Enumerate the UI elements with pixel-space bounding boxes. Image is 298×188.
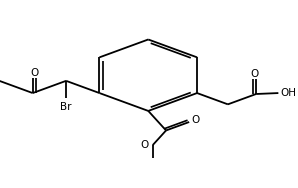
Text: O: O bbox=[251, 69, 259, 79]
Text: Br: Br bbox=[60, 102, 72, 112]
Text: O: O bbox=[192, 115, 200, 126]
Text: OH: OH bbox=[280, 88, 296, 98]
Text: O: O bbox=[141, 140, 149, 150]
Text: O: O bbox=[30, 68, 38, 78]
